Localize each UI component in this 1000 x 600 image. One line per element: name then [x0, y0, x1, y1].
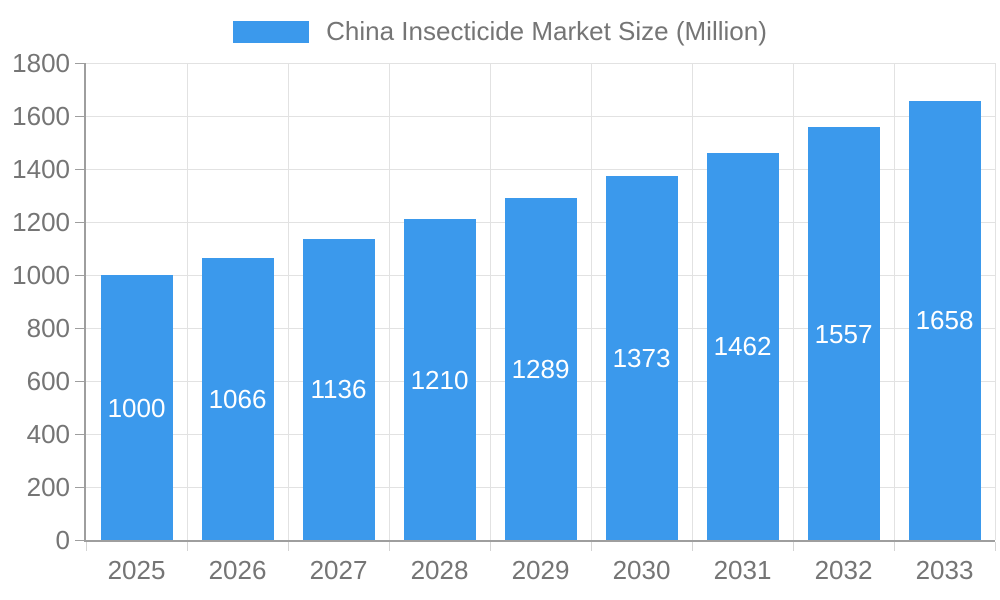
legend-swatch — [233, 20, 310, 43]
gridline-horizontal — [86, 116, 995, 117]
bar: 1066 — [201, 257, 274, 540]
y-axis-tick-label: 0 — [55, 525, 70, 555]
x-axis-tick — [389, 542, 390, 551]
gridline-horizontal — [86, 63, 995, 64]
y-axis-tick — [75, 169, 84, 170]
x-axis-tick-label: 2032 — [814, 555, 873, 585]
gridline-horizontal — [86, 169, 995, 170]
gridline-vertical — [591, 63, 592, 540]
x-axis-tick-label: 2026 — [208, 555, 267, 585]
legend-item[interactable]: China Insecticide Market Size (Million) — [233, 16, 767, 47]
gridline-vertical — [692, 63, 693, 540]
plot-area: 0 200 400 600 800 1000 1200 1400 1600 1800 1000 202… — [12, 50, 996, 583]
gridline-vertical — [490, 63, 491, 540]
x-axis-tick-label: 2029 — [511, 555, 570, 585]
y-axis-tick — [75, 328, 84, 329]
y-axis-tick — [75, 540, 84, 541]
y-axis-tick-label: 200 — [26, 472, 70, 502]
legend-label: China Insecticide Market Size (Million) — [326, 16, 767, 46]
bar: 1000 — [100, 275, 173, 540]
gridline-vertical — [389, 63, 390, 540]
gridline-vertical — [793, 63, 794, 540]
y-axis-tick-label: 400 — [26, 419, 70, 449]
y-axis-tick — [75, 434, 84, 435]
bar: 1210 — [403, 219, 476, 540]
y-axis-tick — [75, 487, 84, 488]
x-axis-tick-label: 2031 — [713, 555, 772, 585]
bar: 1462 — [706, 152, 779, 540]
bar: 1658 — [908, 100, 981, 540]
y-axis-tick — [75, 222, 84, 223]
y-axis-tick — [75, 275, 84, 276]
y-axis-tick-label: 1600 — [12, 101, 70, 131]
gridline-vertical — [288, 63, 289, 540]
legend: China Insecticide Market Size (Million) — [0, 16, 1000, 47]
y-axis-line — [84, 63, 86, 542]
x-axis-tick-label: 2033 — [915, 555, 974, 585]
y-axis-tick-label: 1000 — [12, 260, 70, 290]
x-axis-tick — [86, 542, 87, 551]
x-axis-tick — [591, 542, 592, 551]
gridline-vertical — [894, 63, 895, 540]
y-axis-tick — [75, 381, 84, 382]
bar-value-label: 1210 — [410, 364, 469, 395]
bar-value-label: 1136 — [310, 374, 367, 405]
gridline-vertical — [995, 63, 996, 540]
x-axis-tick — [995, 542, 996, 551]
bar-value-label: 1066 — [208, 383, 267, 414]
x-axis-tick — [692, 542, 693, 551]
bar-value-label: 1462 — [713, 331, 772, 362]
bar-value-label: 1658 — [915, 305, 974, 336]
bar-value-label: 1557 — [814, 318, 873, 349]
x-axis-tick — [793, 542, 794, 551]
x-axis-tick — [288, 542, 289, 551]
x-axis-tick-label: 2028 — [410, 555, 469, 585]
y-axis-tick-label: 1800 — [12, 48, 70, 78]
x-axis-line — [84, 540, 995, 542]
x-axis-tick — [490, 542, 491, 551]
x-axis-tick-label: 2025 — [107, 555, 166, 585]
y-axis-tick-label: 800 — [26, 313, 70, 343]
bar: 1289 — [504, 198, 577, 540]
x-axis-tick — [894, 542, 895, 551]
y-axis-tick-label: 600 — [26, 366, 70, 396]
y-axis-tick — [75, 63, 84, 64]
y-axis-tick-label: 1400 — [12, 154, 70, 184]
bar: 1557 — [807, 127, 880, 540]
x-axis-tick-label: 2030 — [612, 555, 671, 585]
bar: 1373 — [605, 176, 678, 540]
bar: 1136 — [302, 238, 375, 540]
y-axis-tick — [75, 116, 84, 117]
x-axis-tick-label: 2027 — [309, 555, 368, 585]
y-axis-tick-label: 1200 — [12, 207, 70, 237]
x-axis-tick — [187, 542, 188, 551]
bar-value-label: 1373 — [612, 343, 671, 374]
gridline-vertical — [187, 63, 188, 540]
bar-value-label: 1000 — [107, 392, 166, 423]
bar-value-label: 1289 — [511, 354, 570, 385]
